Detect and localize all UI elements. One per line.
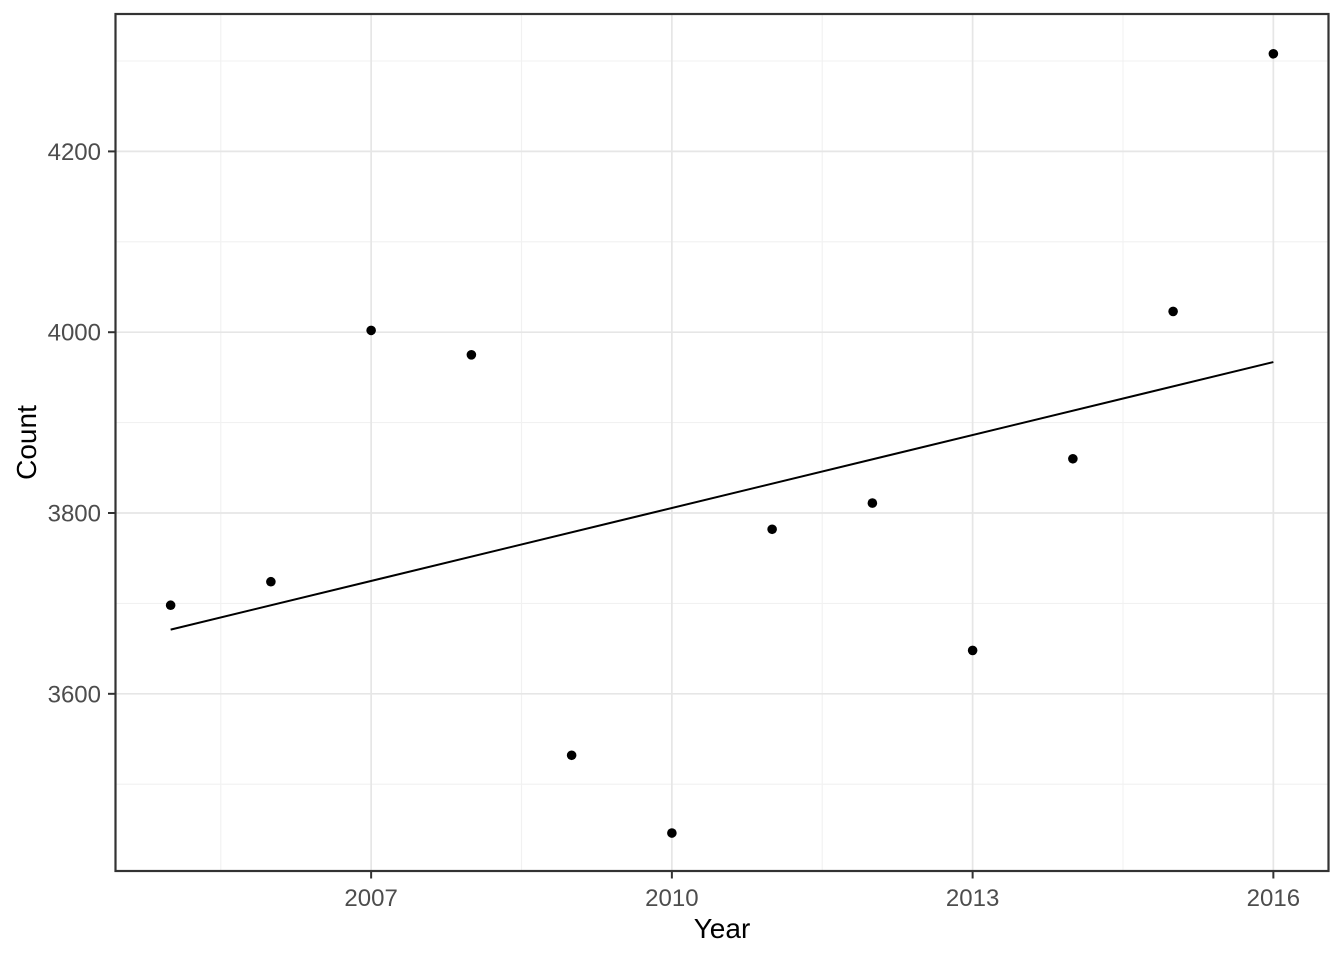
x-tick-label-2007: 2007 [344, 885, 397, 912]
data-point-2005 [165, 600, 176, 611]
x-tick-label-2016: 2016 [1247, 885, 1300, 912]
data-point-2011 [767, 524, 777, 535]
data-point-2013 [967, 645, 978, 656]
x-tick-label-2013: 2013 [946, 885, 999, 912]
data-point-2008 [466, 350, 477, 360]
minor-gridlines-layer [115, 14, 1329, 871]
y-tick-label-4000: 4000 [48, 320, 101, 347]
y-tick-label-3600: 3600 [48, 681, 101, 708]
y-tick-label-4200: 4200 [48, 139, 101, 166]
axis-ticks-layer [108, 150, 1275, 879]
data-point-2010 [667, 828, 677, 838]
data-point-2009 [566, 750, 577, 761]
y-tick-label-3800: 3800 [48, 501, 101, 528]
data-point-2007 [366, 325, 376, 336]
data-point-2016 [1268, 48, 1279, 59]
trend-line [170, 361, 1274, 631]
y-axis-title: Count [11, 405, 42, 480]
panel-border [114, 12, 1330, 873]
x-axis-title: Year [694, 913, 751, 944]
data-point-2014 [1068, 453, 1078, 464]
x-tick-label-2010: 2010 [645, 885, 698, 912]
tick-labels-layer: 2007 2010 2013 2016 3600 3800 4000 4200 [48, 139, 1300, 912]
data-point-2015 [1168, 306, 1178, 317]
data-points-layer [165, 48, 1279, 838]
trend-line-layer [170, 361, 1274, 631]
data-point-2006 [266, 576, 276, 587]
data-point-2012 [867, 498, 878, 508]
major-gridlines-layer [115, 14, 1329, 871]
